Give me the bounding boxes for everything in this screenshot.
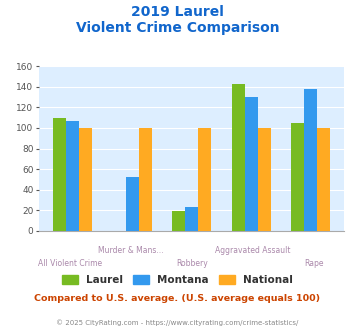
Bar xyxy=(258,128,271,231)
Text: Robbery: Robbery xyxy=(176,259,208,268)
Bar xyxy=(185,207,198,231)
Bar xyxy=(79,128,92,231)
Bar xyxy=(317,128,331,231)
Bar xyxy=(304,89,317,231)
Text: Rape: Rape xyxy=(304,259,323,268)
Text: Aggravated Assault: Aggravated Assault xyxy=(215,246,290,255)
Bar xyxy=(139,128,152,231)
Text: Compared to U.S. average. (U.S. average equals 100): Compared to U.S. average. (U.S. average … xyxy=(34,294,321,303)
Legend: Laurel, Montana, National: Laurel, Montana, National xyxy=(58,271,297,289)
Bar xyxy=(291,123,304,231)
Bar xyxy=(231,83,245,231)
Bar xyxy=(66,121,79,231)
Bar xyxy=(126,178,139,231)
Bar xyxy=(53,117,66,231)
Text: © 2025 CityRating.com - https://www.cityrating.com/crime-statistics/: © 2025 CityRating.com - https://www.city… xyxy=(56,319,299,326)
Bar xyxy=(172,212,185,231)
Text: Violent Crime Comparison: Violent Crime Comparison xyxy=(76,21,279,35)
Text: 2019 Laurel: 2019 Laurel xyxy=(131,5,224,19)
Text: Murder & Mans...: Murder & Mans... xyxy=(98,246,163,255)
Text: All Violent Crime: All Violent Crime xyxy=(38,259,102,268)
Bar xyxy=(198,128,211,231)
Bar xyxy=(245,97,258,231)
